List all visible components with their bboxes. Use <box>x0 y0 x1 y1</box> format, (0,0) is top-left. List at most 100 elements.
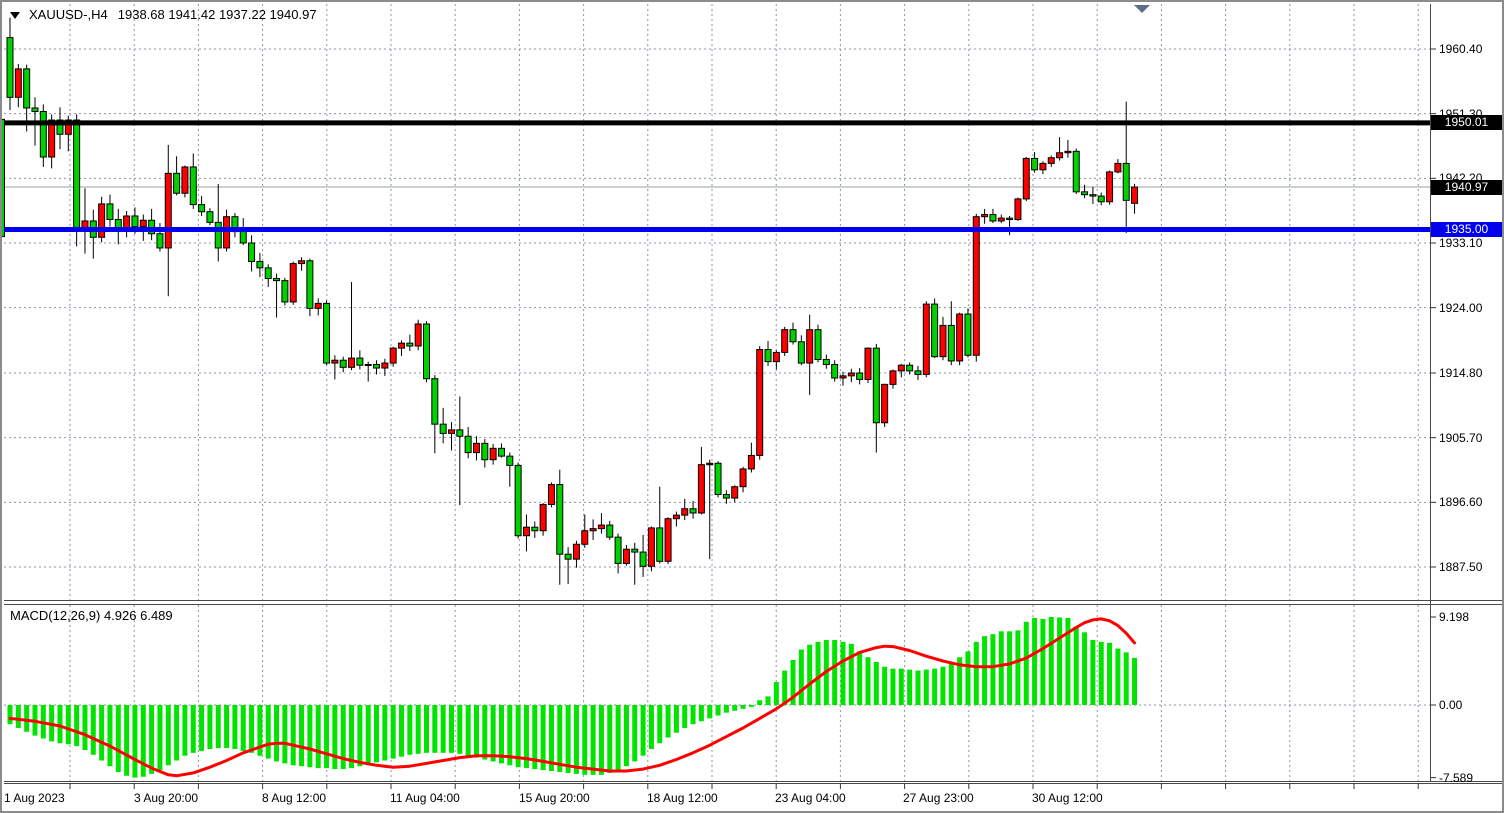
macd-histogram-bar <box>848 643 854 705</box>
macd-histogram-bar <box>507 705 513 766</box>
candle-bullish <box>672 514 680 520</box>
macd-indicator-label: MACD(12,26,9) 4.926 6.489 <box>10 608 173 623</box>
macd-histogram-bar <box>840 641 846 705</box>
macd-main-value: 4.926 <box>103 608 137 623</box>
macd-histogram-bar <box>1107 642 1113 705</box>
candle-bearish <box>339 359 347 368</box>
macd-histogram-bar <box>707 705 713 719</box>
macd-histogram-bar <box>1007 631 1013 705</box>
candle-bearish <box>306 260 314 309</box>
candle-bullish <box>1064 150 1072 154</box>
candle-bullish <box>781 329 789 353</box>
candle-bullish <box>289 263 297 303</box>
candle-bearish <box>206 211 214 223</box>
macd-histogram-bar <box>7 705 13 725</box>
candle-bearish <box>281 280 289 303</box>
macd-histogram-bar <box>432 705 438 753</box>
macd-histogram-bar <box>365 705 371 765</box>
candle-bullish <box>164 172 172 249</box>
macd-histogram-bar <box>149 705 155 774</box>
candle-bearish <box>1097 195 1105 203</box>
macd-histogram-bar <box>957 657 963 705</box>
macd-histogram-bar <box>998 631 1004 705</box>
macd-histogram-bar <box>1090 639 1096 705</box>
macd-histogram-bar <box>882 666 888 705</box>
macd-histogram-bar <box>215 705 221 749</box>
chart-shift-marker-icon[interactable] <box>1134 5 1150 13</box>
price-badge-1935.00: 1935.00 <box>1431 221 1502 237</box>
candle-bearish <box>189 166 197 206</box>
candle-bearish <box>789 329 797 343</box>
macd-histogram-bar <box>90 705 96 755</box>
candle-bullish <box>1039 162 1047 171</box>
macd-histogram-bar <box>798 649 804 705</box>
candle-bullish <box>589 528 597 532</box>
candle-bullish <box>331 359 339 364</box>
macd-histogram-bar <box>15 705 21 728</box>
time-axis-label: 23 Aug 04:00 <box>775 791 846 805</box>
price-axis-label: 1887.50 <box>1439 559 1483 574</box>
macd-histogram-bar <box>807 644 813 705</box>
macd-histogram-bar <box>132 705 138 778</box>
candle-bearish <box>248 242 256 262</box>
macd-histogram-bar <box>757 700 763 705</box>
candle-bullish <box>48 119 56 158</box>
macd-histogram-bar <box>174 705 180 761</box>
macd-histogram-bar <box>190 705 196 753</box>
macd-histogram-bar <box>249 705 255 753</box>
macd-histogram-bar <box>240 705 246 751</box>
candle-bullish <box>597 524 605 530</box>
macd-histogram-bar <box>349 705 355 769</box>
macd-histogram-bar <box>315 705 321 769</box>
candle-bullish <box>806 329 814 364</box>
price-axis-label: 1924.00 <box>1439 300 1483 315</box>
macd-histogram-bar <box>932 668 938 705</box>
candle-bearish <box>764 349 772 363</box>
macd-histogram-bar <box>1040 618 1046 705</box>
candle-bearish <box>856 372 864 380</box>
macd-histogram-bar <box>790 660 796 705</box>
macd-histogram-bar <box>690 705 696 725</box>
macd-histogram-bar <box>107 705 113 767</box>
symbol-dropdown-icon[interactable] <box>10 11 20 19</box>
macd-histogram-bar <box>99 705 105 761</box>
macd-histogram-bar <box>965 651 971 705</box>
candle-bearish <box>464 435 472 454</box>
candle-bearish <box>73 119 81 228</box>
macd-axis-label: -7.589 <box>1439 770 1474 785</box>
candle-bullish <box>972 216 980 356</box>
candle-bullish <box>889 370 897 385</box>
candle-bearish <box>722 494 730 499</box>
macd-histogram-bar <box>1123 652 1129 705</box>
macd-histogram-bar <box>1073 626 1079 705</box>
symbol-period-label: XAUUSD-,H4 <box>29 7 108 22</box>
macd-histogram-bar <box>732 705 738 711</box>
candle-bullish <box>1047 157 1055 164</box>
macd-histogram-bar <box>324 705 330 769</box>
candle-bullish <box>64 119 72 135</box>
candle-bullish <box>447 429 455 434</box>
macd-histogram-bar <box>1082 632 1088 705</box>
time-axis-label: 15 Aug 20:00 <box>519 791 590 805</box>
candle-bearish <box>1122 162 1130 201</box>
candle-bearish <box>497 447 505 457</box>
candle-bearish <box>373 363 381 369</box>
time-axis-label: 30 Aug 12:00 <box>1032 791 1103 805</box>
candle-bullish <box>522 526 530 537</box>
candle-bullish <box>389 347 397 364</box>
candle-bearish <box>531 526 539 532</box>
candle-bearish <box>822 359 830 365</box>
macd-histogram-bar <box>890 668 896 705</box>
price-axis-label: 1896.60 <box>1439 495 1483 510</box>
candle-bullish <box>997 217 1005 222</box>
candle-bullish <box>1014 198 1022 221</box>
macd-signal-value: 6.489 <box>140 608 173 623</box>
price-axis-label: 1905.70 <box>1439 430 1483 445</box>
candle-bearish <box>564 553 572 560</box>
price-badge-1950.01: 1950.01 <box>1431 115 1502 131</box>
macd-histogram-bar <box>982 636 988 705</box>
macd-histogram-bar <box>698 705 704 722</box>
